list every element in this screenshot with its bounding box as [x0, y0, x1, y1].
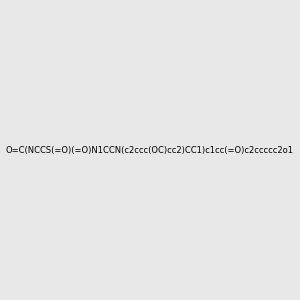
Text: O=C(NCCS(=O)(=O)N1CCN(c2ccc(OC)cc2)CC1)c1cc(=O)c2ccccc2o1: O=C(NCCS(=O)(=O)N1CCN(c2ccc(OC)cc2)CC1)c…	[6, 146, 294, 154]
